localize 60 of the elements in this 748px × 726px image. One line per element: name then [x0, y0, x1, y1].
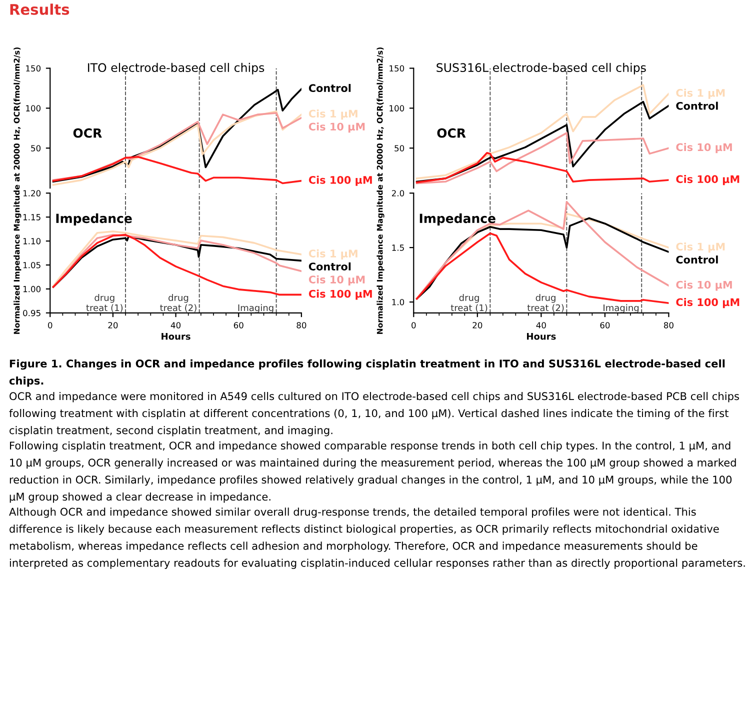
x-tick-label: 80 [664, 322, 674, 328]
y-tick-label: 100 [390, 105, 404, 112]
ref-line-label: drug treat (1) [450, 294, 488, 312]
text: Results [10, 4, 70, 15]
annotation: OCR [73, 128, 102, 138]
y-tick-label: 100 [26, 105, 41, 112]
x-tick-label: 20 [108, 322, 118, 328]
y-tick-label: 1.15 [23, 214, 40, 220]
series-label: Control [308, 262, 351, 270]
series-label: Cis 1 µM [308, 249, 358, 260]
x-axis-title: Hours [162, 333, 190, 340]
y-tick-label: 1.00 [23, 286, 41, 292]
y-tick-label: 150 [26, 65, 41, 72]
series-label: Cis 1 µM [676, 242, 725, 253]
series-label: Cis 1 µM [676, 88, 725, 99]
series-label: Control [676, 256, 718, 264]
y-tick-label: 50 [394, 145, 404, 152]
y-tick-label: 50 [31, 145, 41, 152]
ref-line-label: drug treat (1) [86, 294, 123, 312]
x-tick-label: 0 [48, 322, 52, 328]
x-tick-label: 60 [600, 322, 610, 328]
series-label: Control [676, 102, 718, 110]
ref-line-label: Imaging [604, 304, 639, 313]
y-tick-label: 2.0 [392, 190, 404, 196]
series-label: Cis 10 µM [308, 122, 365, 133]
ref-line-label: drug treat (2) [527, 294, 564, 312]
series-label: Control [308, 84, 351, 92]
y-tick-label: 1.20 [23, 190, 41, 196]
text: Although OCR and impedance showed similar overall drug-response trends, the detailed temporal profiles were not identical. This difference is likely because each measurement reflects distinct biological properties, as OCR primarily reflects mitochondrial oxidative metabolism, whereas impedance reflects cell adhesion and morphology. Therefore, OCR and impedance measurements should be interpreted as complementary readouts for evaluating cisplatin-induced cellular responses rather than as directly proportional parameters. [9, 508, 745, 569]
x-tick-label: 80 [296, 322, 306, 328]
text: Following cisplatin treatment, OCR and impedance showed comparable response trends in both cell chip types. In the control, 1 µM, and 10 µM groups, OCR generally increased or was maintained during the measurement period, whereas the 100 µM group showed a marked reduction in OCR. Similarly, impedance profiles showed relatively gradual changes in the control, 1 µM, and 10 µM groups, while the 100 µM group showed a clear decrease in impedance. [10, 441, 736, 503]
x-tick-label: 40 [170, 322, 181, 328]
y-tick-label: 150 [390, 65, 404, 72]
y-tick-label: 1.10 [23, 238, 41, 244]
x-tick-label: 20 [472, 322, 482, 328]
annotation: Impedance [56, 213, 132, 226]
y-tick-label: 1.5 [392, 244, 404, 251]
text: OCR and impedance were monitored in A549 cells cultured on ITO electrode-based cell chips and SUS316L electrode-based PCB cell chips following treatment with cisplatin at different concentrations (0, 1, 10, and 100 µM). Vertical dashed lines indicate the timing of the first cisplatin treatment, second cisplatin treatment, and imaging. [9, 392, 739, 436]
caption: Figure 1. Changes in OCR and impedance profiles following cisplatin treatment in ITO and SUS316L electrode-based cell chips. [9, 359, 725, 387]
series-label: Cis 10 µM [308, 275, 365, 286]
x-tick-label: 60 [234, 322, 244, 328]
y-tick-label: 0.95 [23, 310, 40, 316]
y-tick-label: 1.0 [392, 298, 404, 306]
chart-title: ITO electrode-based cell chips [88, 62, 264, 74]
series-label: Cis 10 µM [676, 143, 732, 154]
y-tick-label: 1.05 [23, 262, 40, 268]
series-label: Cis 1 µM [308, 110, 358, 120]
series-label: Cis 100 µM [676, 175, 740, 186]
x-axis-title: Hours [527, 333, 556, 340]
series-label: Cis 100 µM [676, 298, 740, 308]
ref-line-label: drug treat (2) [160, 294, 196, 312]
x-tick-label: 0 [412, 322, 416, 328]
annotation: OCR [437, 128, 466, 138]
ref-line-label: Imaging [238, 304, 274, 313]
annotation: Impedance [420, 213, 496, 226]
chart-title: SUS316L electrode-based cell chips [436, 62, 646, 74]
x-tick-label: 40 [536, 322, 546, 328]
series-label: Cis 100 µM [308, 290, 372, 300]
series-label: Cis 10 µM [676, 280, 732, 291]
series-label: Cis 100 µM [308, 176, 372, 186]
